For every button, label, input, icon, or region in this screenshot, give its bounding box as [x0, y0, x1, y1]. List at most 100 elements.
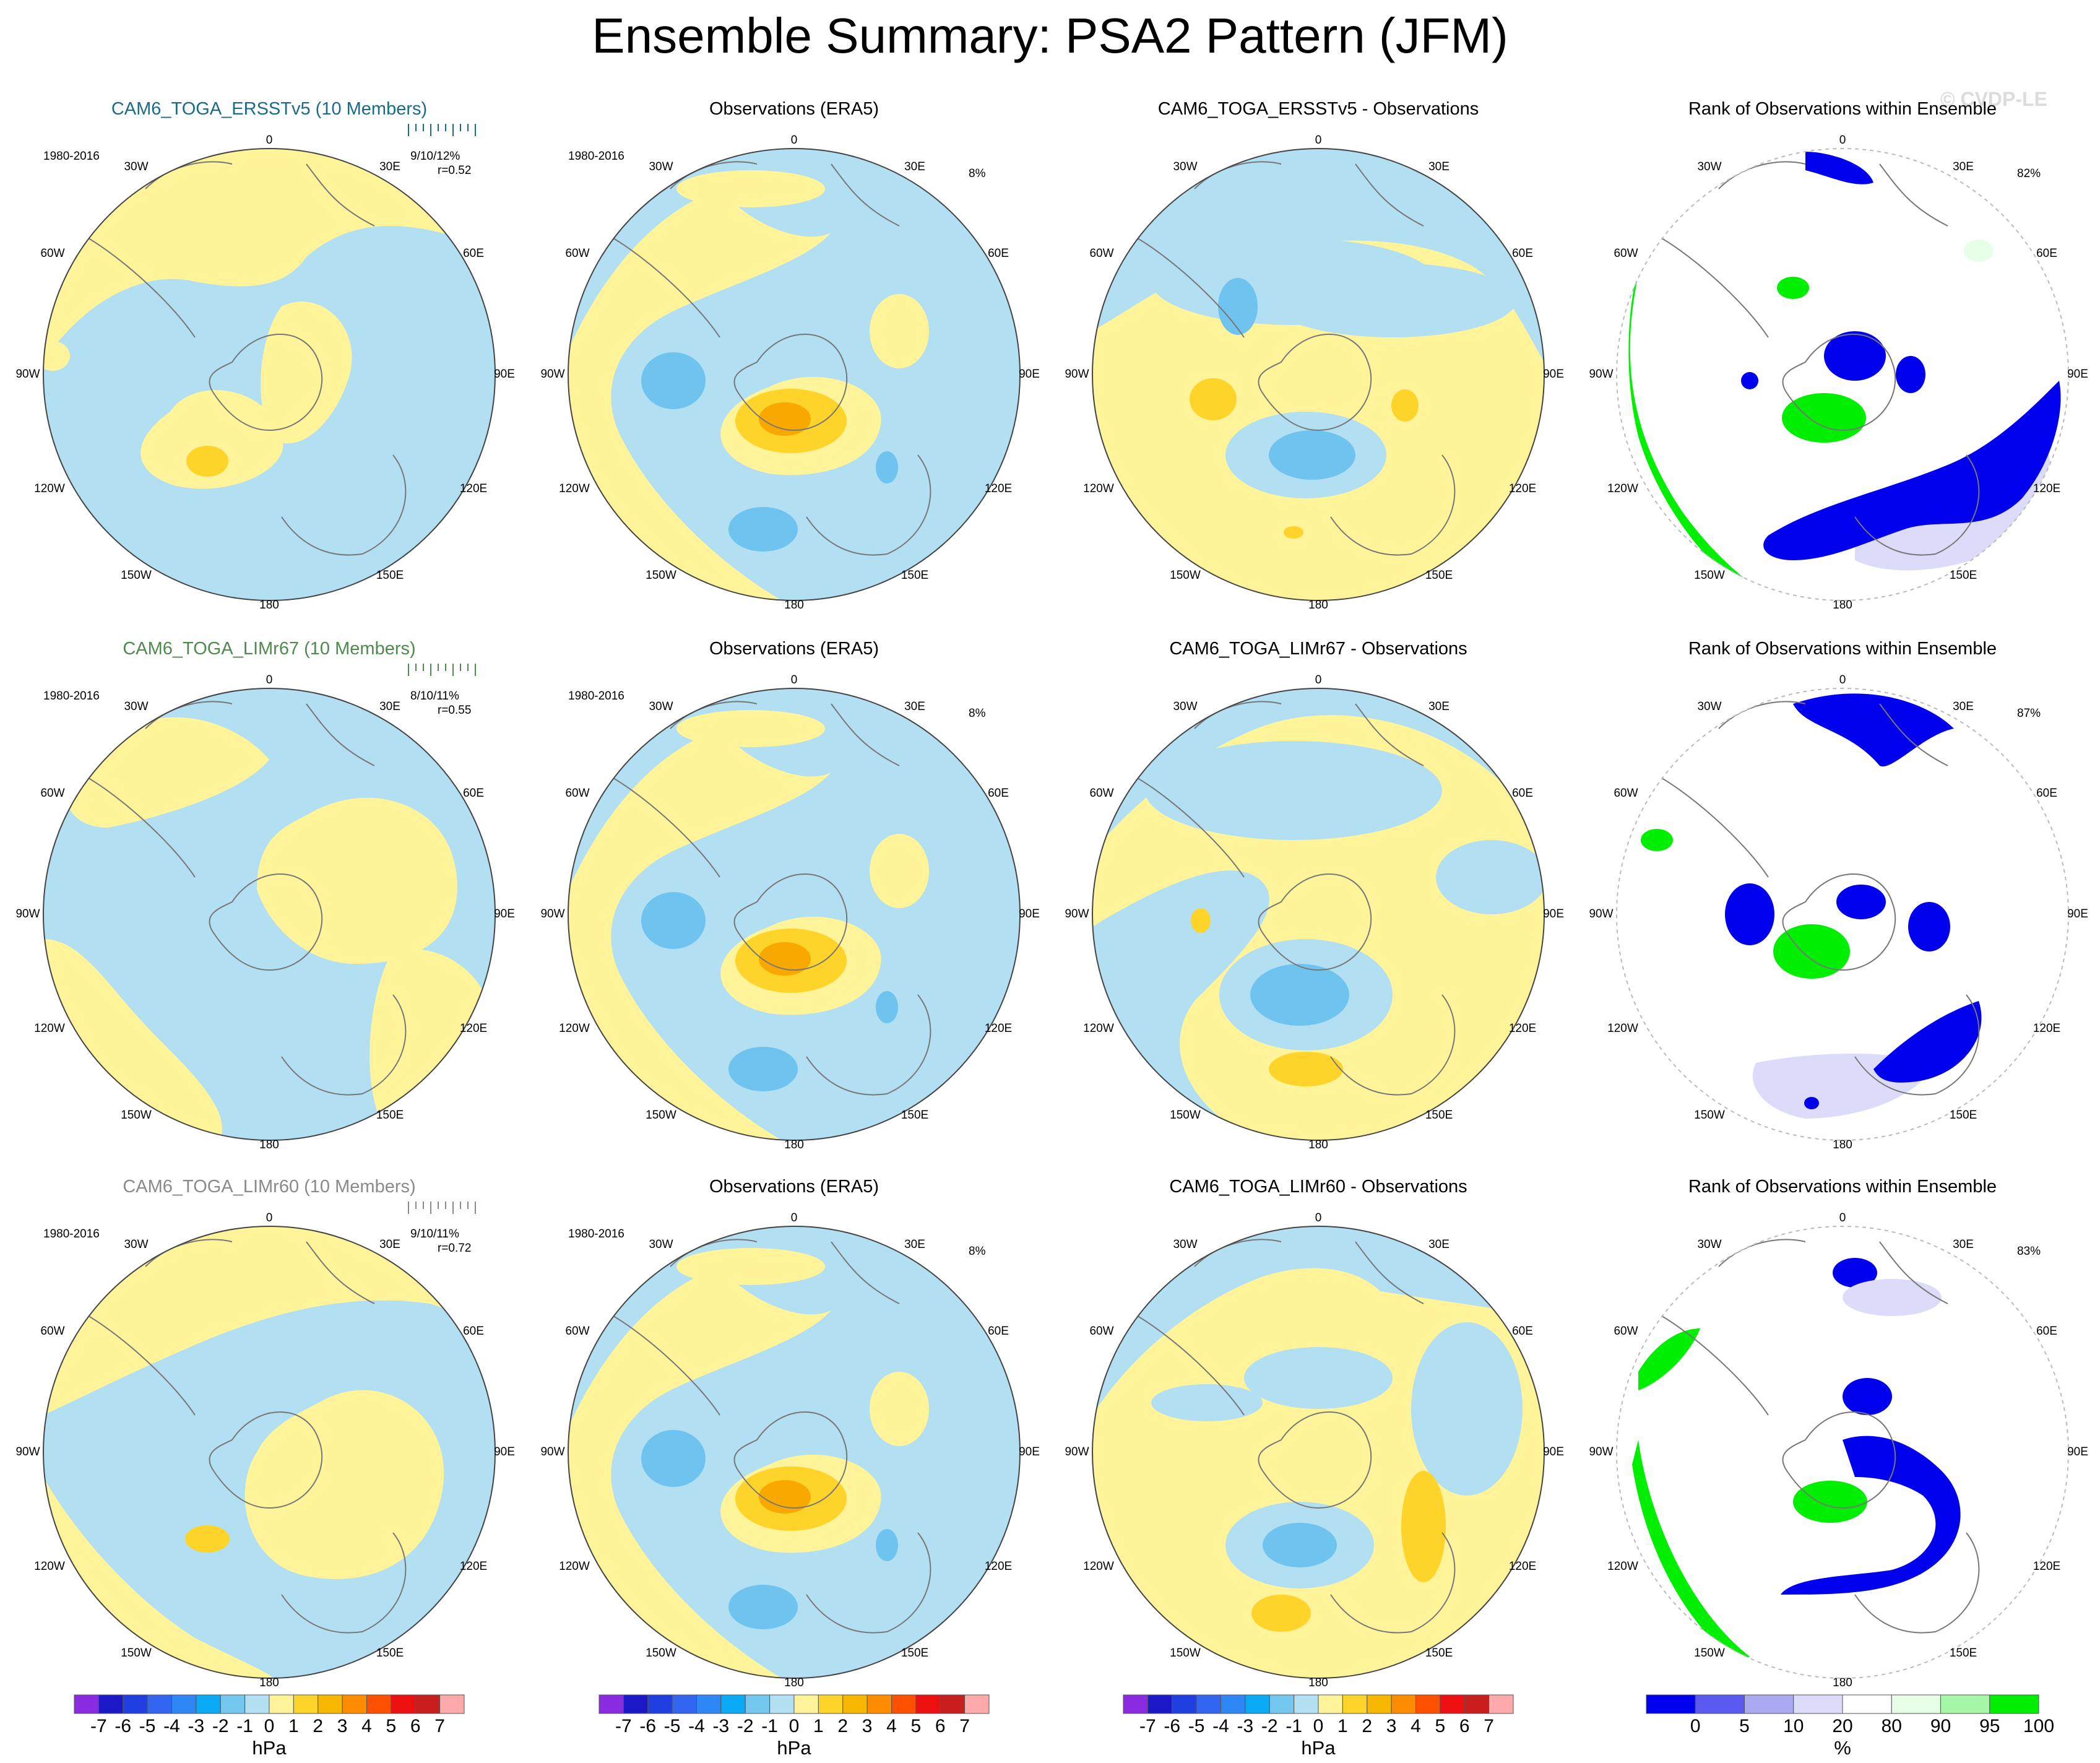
lon-label: 180 — [1833, 1676, 1852, 1689]
lon-label: 30W — [124, 700, 148, 713]
diff-title-row1: CAM6_TOGA_ERSSTv5 - Observations — [1157, 99, 1479, 119]
lon-label: 150W — [646, 1647, 676, 1660]
lon-label: 90E — [1543, 1445, 1564, 1458]
lon-label: 0 — [1839, 674, 1846, 687]
colorbar-swatch — [318, 1694, 343, 1714]
lon-label: 30E — [1953, 1238, 1974, 1251]
colorbar-label: 0 — [1313, 1716, 1324, 1736]
colorbar-swatch — [672, 1694, 697, 1714]
colorbar-swatch — [293, 1694, 319, 1714]
lon-label: 30W — [124, 160, 148, 173]
period-label: 1980-2016 — [568, 1228, 624, 1241]
lon-label: 30E — [379, 160, 400, 173]
lon-label: 90W — [15, 1445, 40, 1458]
lon-label: 150E — [1950, 1647, 1977, 1660]
colorbar-swatch — [1440, 1694, 1465, 1714]
colorbar-label: -4 — [163, 1716, 180, 1736]
lon-label: 30W — [1173, 700, 1197, 713]
pattern-correlation: r=0.52 — [438, 164, 472, 177]
lon-label: 60W — [1089, 1325, 1113, 1338]
lon-label: 60W — [1089, 247, 1113, 260]
colorbar-swatch — [623, 1694, 649, 1714]
colorbar-swatch — [940, 1694, 966, 1714]
obs-title-row1: Observations (ERA5) — [709, 99, 879, 119]
lon-label: 150E — [376, 1109, 404, 1122]
lon-label: 30W — [649, 700, 673, 713]
lon-label: 90W — [1589, 907, 1613, 920]
lon-label: 90W — [15, 368, 40, 381]
lon-label: 60E — [463, 247, 484, 260]
model-title-row1: CAM6_TOGA_ERSSTv5 (10 Members) — [111, 99, 428, 119]
colorbar-swatch — [866, 1694, 892, 1714]
colorbar-label: 2 — [1362, 1716, 1373, 1736]
lon-label: 60E — [1512, 1325, 1533, 1338]
lon-label: 180 — [1308, 1676, 1328, 1689]
colorbar-label: -2 — [1261, 1716, 1278, 1736]
colorbar-swatch — [696, 1694, 722, 1714]
lon-label: 60W — [565, 247, 589, 260]
model-title-row2: CAM6_TOGA_LIMr67 (10 Members) — [123, 639, 416, 659]
ensemble-stats: 8/10/11% — [410, 690, 459, 703]
lon-label: 120E — [2033, 482, 2060, 495]
lon-label: 150W — [646, 1109, 676, 1122]
lon-label: 0 — [266, 1211, 273, 1224]
lon-label: 30W — [1697, 160, 1721, 173]
lon-label: 0 — [791, 1211, 798, 1224]
lon-label: 180 — [259, 599, 279, 612]
lon-label: 30E — [904, 1238, 925, 1251]
colorbar-label: 1 — [813, 1716, 824, 1736]
explained-variance: 82% — [2017, 167, 2041, 180]
colorbar-swatch — [647, 1694, 673, 1714]
period-label: 1980-2016 — [568, 690, 624, 703]
colorbar-unit: hPa — [777, 1737, 811, 1759]
lon-label: 150E — [901, 1647, 928, 1660]
lon-label: 150E — [1425, 569, 1453, 582]
rank-title-row1: Rank of Observations within Ensemble — [1688, 99, 1997, 119]
lon-label: 90E — [2067, 368, 2088, 381]
lon-label: 120E — [985, 1022, 1012, 1035]
lon-label: 120E — [985, 1560, 1012, 1573]
colorbar-label: -2 — [737, 1716, 754, 1736]
lon-label: 60W — [1614, 787, 1638, 800]
colorbar-swatch — [1196, 1694, 1221, 1714]
diff-title-row2: CAM6_TOGA_LIMr67 - Observations — [1169, 639, 1467, 659]
lon-label: 120W — [1607, 1022, 1638, 1035]
lon-label: 0 — [791, 674, 798, 687]
colorbar-label: 4 — [361, 1716, 372, 1736]
lon-label: 120W — [559, 1560, 590, 1573]
lon-label: 60W — [1614, 247, 1638, 260]
colorbar-label: 1 — [288, 1716, 299, 1736]
colorbar-label: -4 — [688, 1716, 705, 1736]
lon-label: 90E — [494, 1445, 515, 1458]
lon-label: 60E — [463, 787, 484, 800]
lon-label: 90W — [1065, 907, 1089, 920]
lon-label: 60E — [2036, 247, 2057, 260]
lon-label: 90W — [15, 907, 40, 920]
ensemble-stats: 9/10/11% — [410, 1228, 459, 1241]
period-label: 1980-2016 — [43, 150, 100, 163]
lon-label: 120E — [460, 1560, 487, 1573]
colorbar-unit: hPa — [1301, 1737, 1336, 1759]
lon-label: 150W — [121, 1109, 152, 1122]
colorbar-label: 20 — [1832, 1716, 1853, 1736]
lon-label: 120W — [1607, 482, 1638, 495]
colorbar-swatch — [1367, 1694, 1392, 1714]
colorbar-label: 5 — [386, 1716, 397, 1736]
model-title-row3: CAM6_TOGA_LIMr60 (10 Members) — [123, 1177, 416, 1197]
colorbar-label: -4 — [1212, 1716, 1229, 1736]
lon-label: 120W — [1083, 482, 1114, 495]
colorbar-swatch — [220, 1694, 246, 1714]
colorbar-label: 0 — [264, 1716, 275, 1736]
colorbar-swatch — [1172, 1694, 1197, 1714]
lon-label: 120E — [985, 482, 1012, 495]
colorbar-swatch — [1269, 1694, 1295, 1714]
lon-label: 60E — [988, 1325, 1009, 1338]
lon-label: 90E — [1543, 368, 1564, 381]
colorbar-label: 0 — [789, 1716, 800, 1736]
